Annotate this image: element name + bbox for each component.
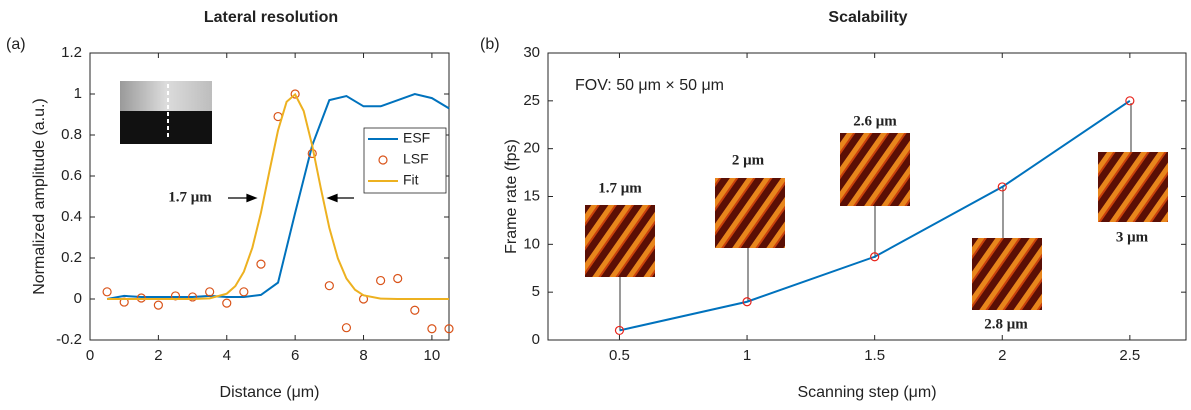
y-tick-label: 1.2 <box>61 44 82 61</box>
marker <box>742 297 752 307</box>
marker <box>153 300 163 310</box>
marker <box>997 182 1007 192</box>
series-line <box>619 100 1131 332</box>
marker <box>205 287 215 297</box>
panel-label: (b) <box>480 36 500 53</box>
y-tick-label: 5 <box>532 283 540 300</box>
y-tick-label: 0.8 <box>61 126 82 143</box>
y-tick-label: 10 <box>523 235 540 252</box>
marker <box>239 287 249 297</box>
marker <box>1125 96 1135 106</box>
inset-images <box>585 103 1168 330</box>
marker <box>376 275 386 286</box>
x-tick-label: 0 <box>86 347 94 364</box>
y-tick-label: 20 <box>523 140 540 157</box>
inset-image <box>120 81 212 144</box>
y-tick-label: 0.6 <box>61 167 82 184</box>
x-tick-label: 4 <box>223 347 231 364</box>
x-tick-label: 8 <box>359 347 367 364</box>
x-tick-label: 2 <box>998 347 1006 364</box>
legend: ESF LSF Fit <box>363 127 447 194</box>
marker <box>410 305 420 315</box>
x-axis-label: Scanning step (μm) <box>797 384 936 401</box>
x-axis-label: Distance (μm) <box>220 384 320 401</box>
chart-title: Scalability <box>828 9 907 26</box>
y-axis-label: Normalized amplitude (a.u.) <box>31 98 48 295</box>
y-tick-label: 25 <box>523 92 540 109</box>
y-axis-label: Frame rate (fps) <box>503 139 520 254</box>
y-tick-label: -0.2 <box>56 331 82 348</box>
marker <box>393 273 403 284</box>
legend-label: ESF <box>403 130 430 146</box>
x-tick-label: 2.5 <box>1119 347 1140 364</box>
image-label: 2.8 μm <box>984 316 1028 332</box>
marker <box>444 324 454 334</box>
x-tick-label: 2 <box>154 347 162 364</box>
marker <box>427 324 437 334</box>
marker <box>341 323 352 333</box>
marker <box>290 89 300 99</box>
legend-label: LSF <box>403 151 429 167</box>
image-label: 3 μm <box>1116 229 1149 245</box>
chart-title: Lateral resolution <box>204 9 338 26</box>
marker <box>870 252 880 262</box>
y-tick-label: 30 <box>523 44 540 61</box>
marker <box>102 287 112 297</box>
x-tick-label: 0.5 <box>609 347 630 364</box>
marker <box>324 281 334 291</box>
legend-marker <box>378 155 388 165</box>
x-tick-label: 1.5 <box>864 347 885 364</box>
annotation: 1.7 μm <box>168 189 212 205</box>
y-tick-label: 0 <box>532 331 540 348</box>
marker <box>614 325 625 336</box>
image-label: 2 μm <box>732 152 765 168</box>
marker <box>222 298 232 308</box>
marker <box>256 259 266 269</box>
series-line <box>106 92 450 300</box>
x-tick-label: 10 <box>424 347 441 364</box>
y-tick-label: 0.4 <box>61 208 82 225</box>
x-tick-label: 6 <box>291 347 299 364</box>
y-tick-label: 0.2 <box>61 249 82 266</box>
y-tick-label: 1 <box>74 85 82 102</box>
arrows <box>228 193 354 203</box>
image-label: 1.7 μm <box>598 180 642 196</box>
axes-box <box>89 52 450 341</box>
marker <box>136 293 146 303</box>
y-tick-label: 15 <box>523 187 540 204</box>
panel-label: (a) <box>6 36 26 53</box>
y-tick-label: 0 <box>74 290 82 307</box>
legend-label: Fit <box>403 172 419 188</box>
image-label: 2.6 μm <box>853 113 897 129</box>
annotation: FOV: 50 μm × 50 μm <box>575 77 724 94</box>
series-line <box>107 92 449 300</box>
marker <box>187 292 198 302</box>
x-tick-label: 1 <box>743 347 751 364</box>
